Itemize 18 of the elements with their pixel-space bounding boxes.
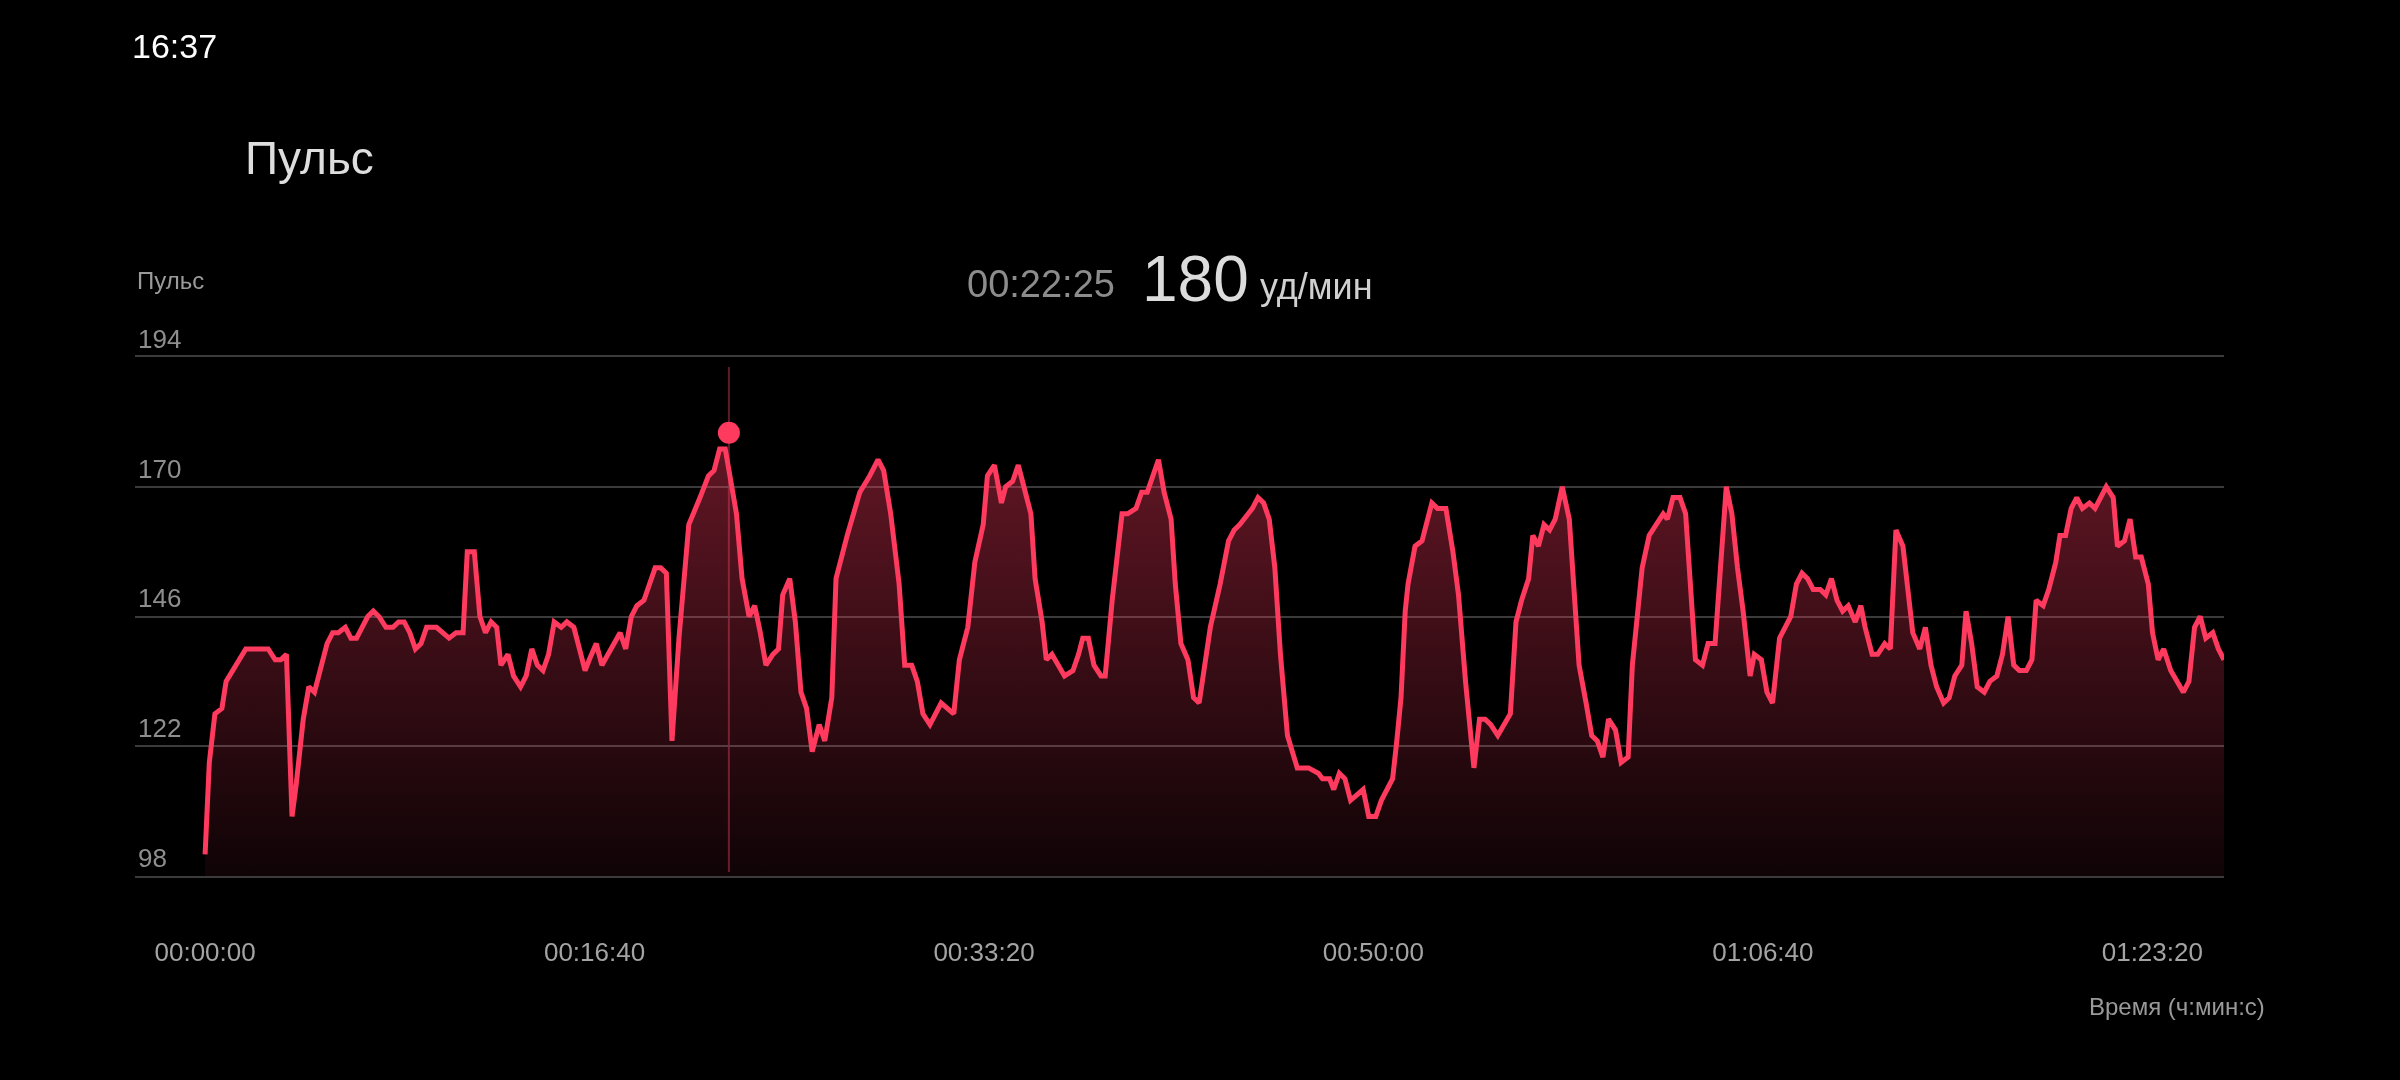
x-tick-label: 00:16:40 bbox=[543, 937, 646, 968]
x-tick-label: 00:33:20 bbox=[933, 937, 1035, 968]
x-axis-title: Время (ч:мин:с) bbox=[2089, 993, 2265, 1020]
x-tick-label: 01:06:40 bbox=[1712, 937, 1814, 968]
y-tick-label: 170 bbox=[138, 453, 182, 484]
y-tick-label: 194 bbox=[138, 323, 182, 354]
y-tick-label: 98 bbox=[138, 842, 167, 873]
y-tick-label: 122 bbox=[138, 713, 182, 744]
x-tick-label: 00:50:00 bbox=[1322, 937, 1425, 968]
chart-title: Пульс bbox=[245, 132, 374, 185]
y-tick-label: 146 bbox=[138, 583, 182, 614]
text: 00:22:25 bbox=[967, 263, 1115, 305]
text: уд/мин bbox=[1260, 266, 1373, 307]
text: 180 bbox=[1142, 243, 1249, 315]
x-tick-label: 01:23:20 bbox=[2101, 937, 2203, 968]
x-tick-label: 00:00:00 bbox=[154, 937, 256, 968]
y-axis-title: Пульс bbox=[137, 267, 205, 294]
text: 16:37 bbox=[132, 27, 218, 65]
